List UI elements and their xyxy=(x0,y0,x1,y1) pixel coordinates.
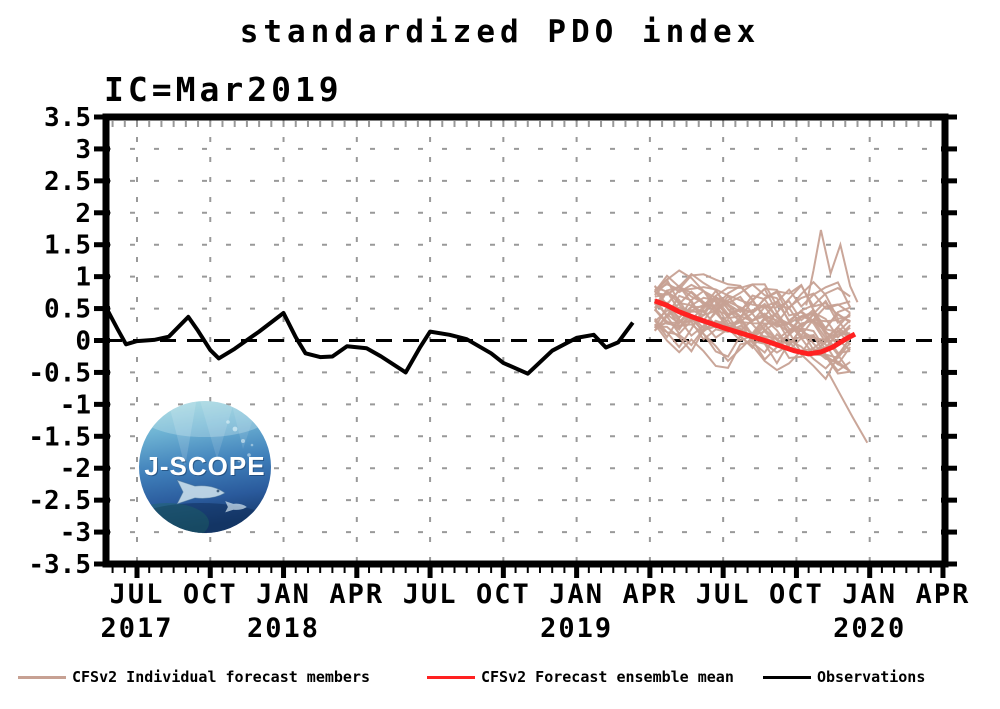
legend-item-ensemble-mean: CFSv2 Forecast ensemble mean xyxy=(427,662,734,692)
x-axis-year-label: 2017 xyxy=(100,613,173,644)
chart-title: standardized PDO index xyxy=(239,14,761,50)
forecast-member-line xyxy=(654,286,851,347)
y-axis-tick-label: 1 xyxy=(75,263,91,293)
x-axis-tick-label: JAN xyxy=(256,579,311,610)
y-axis-tick-label: 3.5 xyxy=(44,103,91,133)
forecast-member-line xyxy=(805,229,859,306)
y-axis-tick-label: -3 xyxy=(60,518,91,548)
x-axis-tick-label: APR xyxy=(622,579,677,610)
x-axis-tick-label: JUL xyxy=(696,579,751,610)
x-axis-year-label: 2020 xyxy=(833,613,906,644)
x-axis-tick-label: JUL xyxy=(403,579,458,610)
legend-label-members: CFSv2 Individual forecast members xyxy=(72,668,371,686)
y-axis-tick-label: 0 xyxy=(75,327,91,357)
y-axis-tick-label: -2.5 xyxy=(28,486,91,516)
fish-icon xyxy=(176,479,226,505)
x-axis-year-label: 2019 xyxy=(540,613,613,644)
jscope-logo-text: J-SCOPE xyxy=(144,451,265,481)
legend-label-ensemble-mean: CFSv2 Forecast ensemble mean xyxy=(481,668,734,686)
forecast-member-line xyxy=(654,286,851,338)
y-axis-tick-label: 1.5 xyxy=(44,231,91,261)
x-axis-tick-label: APR xyxy=(329,579,384,610)
y-axis-tick-label: -2 xyxy=(60,454,91,484)
legend-item-members: CFSv2 Individual forecast members xyxy=(18,662,370,692)
x-axis-tick-label: JAN xyxy=(549,579,604,610)
y-axis-tick-label: -3.5 xyxy=(28,550,91,580)
x-axis-tick-label: JAN xyxy=(842,579,897,610)
ensemble-mean-line xyxy=(653,298,857,357)
ensemble-mean-line-swatch xyxy=(427,675,475,679)
legend-item-observations: Observations xyxy=(763,662,925,692)
forecast-member-line xyxy=(654,296,851,345)
y-axis-tick-label: -0.5 xyxy=(28,358,91,388)
y-axis-tick-label: -1.5 xyxy=(28,422,91,452)
y-axis-tick-label: 2.5 xyxy=(44,167,91,197)
legend-label-observations: Observations xyxy=(817,668,926,686)
jscope-logo-art: J-SCOPE J-SCOPE xyxy=(139,401,271,533)
legend: CFSv2 Individual forecast members CFSv2 … xyxy=(0,662,1000,696)
initial-condition-label: IC=Mar2019 xyxy=(104,70,343,109)
y-axis-tick-label: 0.5 xyxy=(44,295,91,325)
logo-text-shadow: J-SCOPE xyxy=(145,452,266,482)
y-axis-tick-label: -1 xyxy=(60,390,91,420)
jscope-logo: J-SCOPE J-SCOPE xyxy=(139,401,271,533)
forecast-member-line xyxy=(827,371,869,444)
observations-line xyxy=(104,306,635,376)
x-axis-tick-label: APR xyxy=(916,579,971,610)
observations-line-swatch xyxy=(763,675,811,679)
forecast-member-line xyxy=(654,273,851,342)
forecast-member-line xyxy=(654,272,851,372)
members-line-swatch xyxy=(18,675,66,679)
x-axis-tick-label: OCT xyxy=(769,579,824,610)
x-axis-tick-label: OCT xyxy=(183,579,238,610)
y-axis-tick-label: 2 xyxy=(75,199,91,229)
bubbles-icon xyxy=(226,420,254,463)
small-fish-icon xyxy=(225,501,247,513)
logo-circle xyxy=(139,401,271,533)
x-axis-year-label: 2018 xyxy=(247,613,320,644)
forecast-member-line xyxy=(653,285,851,352)
x-axis-tick-label: OCT xyxy=(476,579,531,610)
y-axis-tick-label: 3 xyxy=(75,135,91,165)
x-axis-tick-label: JUL xyxy=(110,579,165,610)
forecast-member-line xyxy=(654,308,851,358)
